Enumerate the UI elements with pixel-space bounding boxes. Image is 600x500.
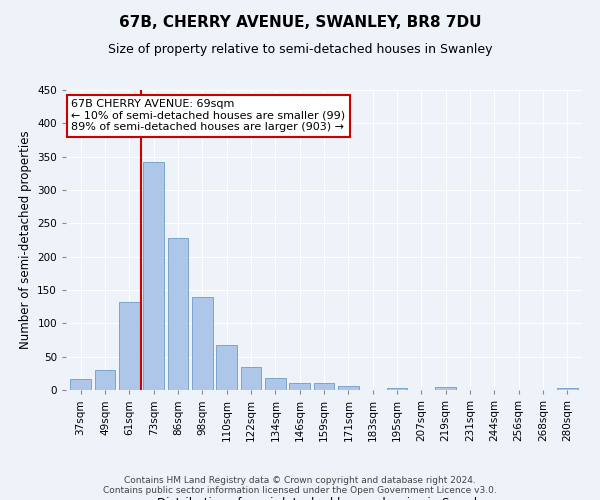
Text: 67B, CHERRY AVENUE, SWANLEY, BR8 7DU: 67B, CHERRY AVENUE, SWANLEY, BR8 7DU — [119, 15, 481, 30]
Text: 67B CHERRY AVENUE: 69sqm
← 10% of semi-detached houses are smaller (99)
89% of s: 67B CHERRY AVENUE: 69sqm ← 10% of semi-d… — [71, 99, 345, 132]
Bar — [338, 386, 359, 390]
Bar — [192, 296, 212, 390]
Bar — [95, 370, 115, 390]
Bar — [289, 382, 310, 390]
Bar — [314, 384, 334, 390]
Bar — [265, 378, 286, 390]
Bar — [241, 366, 262, 390]
X-axis label: Distribution of semi-detached houses by size in Swanley: Distribution of semi-detached houses by … — [157, 496, 491, 500]
Bar — [167, 238, 188, 390]
Text: Contains HM Land Registry data © Crown copyright and database right 2024.
Contai: Contains HM Land Registry data © Crown c… — [103, 476, 497, 495]
Bar — [386, 388, 407, 390]
Text: Size of property relative to semi-detached houses in Swanley: Size of property relative to semi-detach… — [108, 42, 492, 56]
Bar — [436, 386, 456, 390]
Bar — [119, 302, 140, 390]
Bar — [70, 378, 91, 390]
Bar — [216, 344, 237, 390]
Bar — [557, 388, 578, 390]
Bar — [143, 162, 164, 390]
Y-axis label: Number of semi-detached properties: Number of semi-detached properties — [19, 130, 32, 350]
